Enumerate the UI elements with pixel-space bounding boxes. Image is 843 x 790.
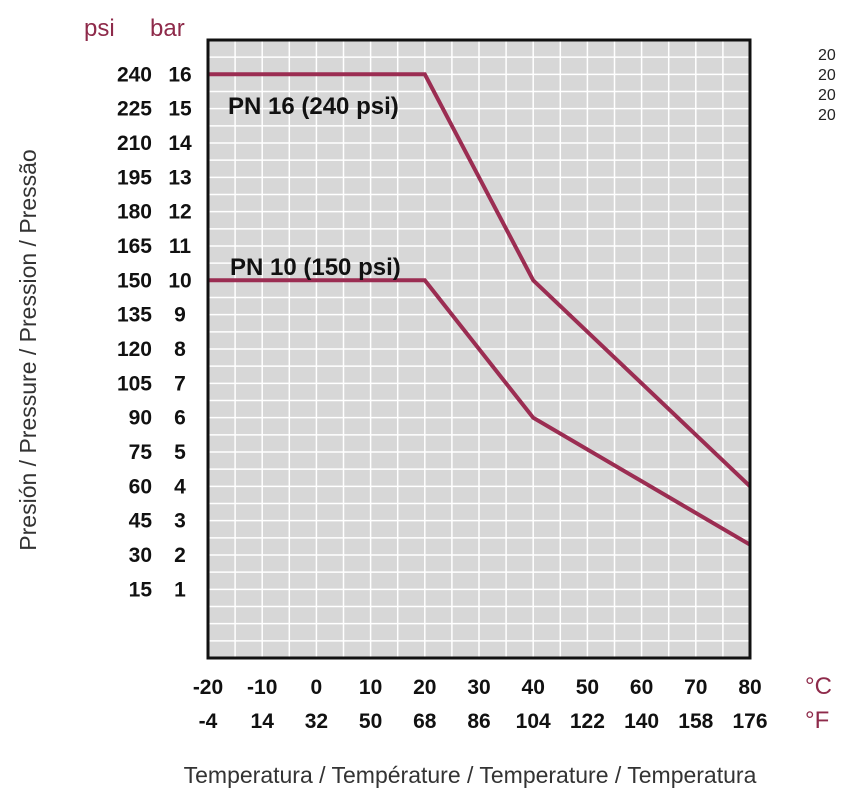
y-tick-psi: 180 <box>117 201 152 224</box>
x-tick-celsius: 20 <box>413 676 436 699</box>
y-tick-bar: 2 <box>174 544 186 567</box>
x-tick-celsius: 80 <box>738 676 761 699</box>
side-note: 20 <box>818 67 836 84</box>
y-tick-bar: 11 <box>169 235 192 258</box>
y-tick-psi: 195 <box>117 166 152 189</box>
y-tick-psi: 135 <box>117 304 152 327</box>
y-tick-psi: 15 <box>129 578 153 601</box>
x-unit-fahrenheit: °F <box>805 707 829 734</box>
y-tick-bar: 16 <box>168 63 191 86</box>
y-tick-psi: 210 <box>117 132 152 155</box>
y-tick-psi: 60 <box>129 475 152 498</box>
y-tick-psi: 90 <box>129 407 152 430</box>
x-axis-title: Temperatura / Température / Temperature … <box>184 762 757 788</box>
y-tick-bar: 9 <box>174 304 186 327</box>
x-tick-fahrenheit: 158 <box>678 710 713 733</box>
series-label-pn10: PN 10 (150 psi) <box>230 254 401 281</box>
x-tick-fahrenheit: 14 <box>251 710 275 733</box>
side-note: 20 <box>818 107 836 124</box>
y-tick-bar: 6 <box>174 407 186 430</box>
tick-labels: 1152303454605756907105812091351015011165… <box>117 63 768 733</box>
y-tick-bar: 5 <box>174 441 186 464</box>
y-tick-psi: 75 <box>129 441 153 464</box>
x-tick-celsius: 0 <box>311 676 323 699</box>
y-tick-psi: 105 <box>117 372 152 395</box>
y-axis-title: Presión / Pressure / Pression / Pressão <box>15 149 41 550</box>
series-label-pn16: PN 16 (240 psi) <box>228 93 399 120</box>
x-tick-fahrenheit: 122 <box>570 710 605 733</box>
y-tick-psi: 165 <box>117 235 152 258</box>
x-tick-fahrenheit: -4 <box>199 710 218 733</box>
x-tick-fahrenheit: 140 <box>624 710 659 733</box>
side-notes: 20 20 20 20 <box>818 47 836 124</box>
y-tick-bar: 8 <box>174 338 186 361</box>
y-tick-bar: 14 <box>168 132 192 155</box>
x-tick-celsius: 70 <box>684 676 707 699</box>
y-tick-bar: 7 <box>174 372 186 395</box>
plot-frame <box>206 38 752 660</box>
series-line-pn16 <box>208 72 752 488</box>
x-tick-fahrenheit: 104 <box>516 710 551 733</box>
x-tick-fahrenheit: 86 <box>467 710 490 733</box>
y-tick-psi: 225 <box>117 98 152 121</box>
x-tick-celsius: 60 <box>630 676 653 699</box>
side-note: 20 <box>818 47 836 64</box>
y-tick-psi: 120 <box>117 338 152 361</box>
y-tick-psi: 240 <box>117 63 152 86</box>
x-tick-celsius: 50 <box>576 676 599 699</box>
y-unit-bar: bar <box>150 15 185 42</box>
y-tick-bar: 3 <box>174 510 186 533</box>
y-tick-bar: 10 <box>168 269 191 292</box>
y-tick-bar: 12 <box>168 201 191 224</box>
x-tick-fahrenheit: 176 <box>732 710 767 733</box>
x-tick-celsius: -10 <box>247 676 277 699</box>
series-lines <box>208 72 752 547</box>
x-tick-celsius: -20 <box>193 676 223 699</box>
y-tick-bar: 15 <box>168 98 192 121</box>
x-tick-celsius: 40 <box>522 676 545 699</box>
y-tick-bar: 13 <box>168 166 191 189</box>
y-tick-psi: 150 <box>117 269 152 292</box>
series-line-pn10 <box>208 278 752 547</box>
side-note: 20 <box>818 87 836 104</box>
x-tick-fahrenheit: 32 <box>305 710 328 733</box>
x-unit-celsius: °C <box>805 673 832 700</box>
x-tick-celsius: 30 <box>467 676 490 699</box>
y-tick-bar: 1 <box>174 578 186 601</box>
x-tick-celsius: 10 <box>359 676 382 699</box>
y-tick-psi: 30 <box>129 544 152 567</box>
x-tick-fahrenheit: 50 <box>359 710 382 733</box>
y-unit-psi: psi <box>84 15 115 42</box>
y-tick-psi: 45 <box>129 510 153 533</box>
y-tick-bar: 4 <box>174 475 186 498</box>
x-tick-fahrenheit: 68 <box>413 710 437 733</box>
